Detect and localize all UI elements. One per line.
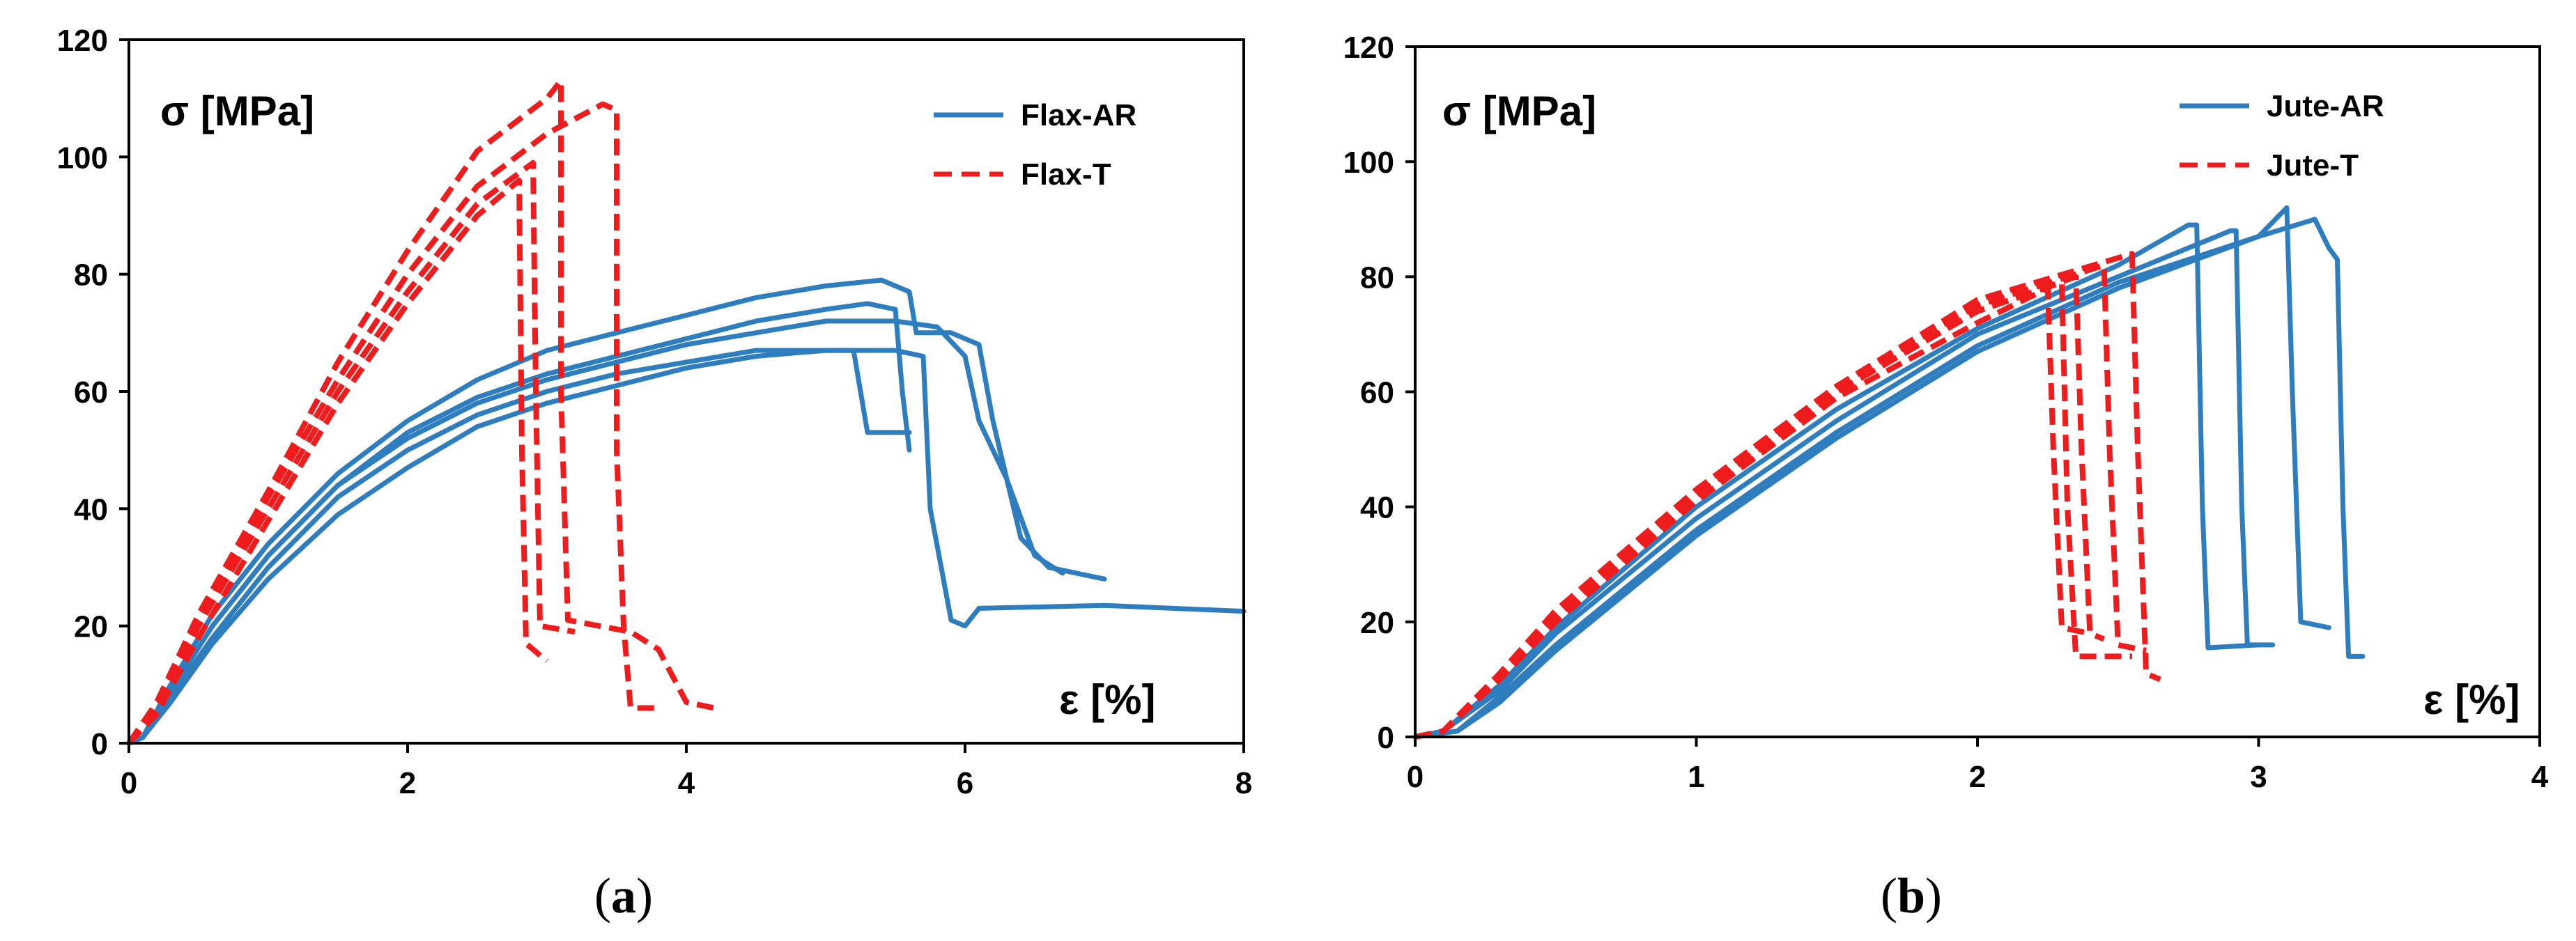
legend-label-flax-ar: Flax-AR <box>1021 98 1136 132</box>
x-tick-label: 1 <box>1688 760 1704 794</box>
x-tick-label: 2 <box>1969 760 1986 794</box>
series-line-jute-ar-4 <box>1412 217 2366 740</box>
panel-letter: a <box>611 868 636 924</box>
x-axis-title: ε [%] <box>1059 676 1155 723</box>
x-tick-label: 3 <box>2250 760 2267 794</box>
y-tick-label: 20 <box>1360 606 1394 640</box>
y-tick-label: 100 <box>1343 146 1394 180</box>
x-tick-label: 4 <box>678 766 695 800</box>
y-tick-label: 60 <box>1360 376 1394 410</box>
x-tick-label: 2 <box>399 766 416 800</box>
y-tick-label: 100 <box>57 141 108 175</box>
series-line-flax-t-9 <box>126 101 658 745</box>
plot-frame <box>128 38 1245 745</box>
y-axis-title: σ [MPa] <box>160 88 314 134</box>
series-line-jute-ar-2 <box>1412 228 2276 740</box>
flax-series-group <box>126 77 1247 746</box>
legend: Jute-AR Jute-T <box>2180 89 2384 182</box>
legend-label-jute-t: Jute-T <box>2267 148 2359 182</box>
legend-label-flax-t: Flax-T <box>1021 157 1111 192</box>
series-line-flax-ar-4 <box>126 277 1107 746</box>
y-tick-label: 120 <box>1343 31 1394 65</box>
y-tick-label: 20 <box>74 610 108 644</box>
x-tick-label: 8 <box>1235 766 1252 800</box>
x-axis-title: ε [%] <box>2423 676 2520 723</box>
series-line-flax-ar-3 <box>126 348 1247 746</box>
series-line-flax-ar-5 <box>126 318 1065 746</box>
plot-frame <box>1414 45 2541 738</box>
x-tick-label: 0 <box>121 766 137 800</box>
y-tick-label: 120 <box>57 24 108 58</box>
series-line-flax-ar-2 <box>126 348 912 746</box>
panel-label-a: (a) <box>594 868 653 924</box>
panel-prefix: ( <box>594 868 611 924</box>
y-axis-title: σ [MPa] <box>1442 88 1596 134</box>
y-tick-label: 60 <box>74 375 108 410</box>
panel-suffix: ) <box>636 868 653 924</box>
x-tick-label: 0 <box>1407 760 1424 794</box>
series-line-jute-ar-1 <box>1412 222 2261 740</box>
y-tick-label: 0 <box>91 727 108 761</box>
panel-label-b: (b) <box>1881 868 1942 924</box>
x-tick-label: 4 <box>2531 760 2549 794</box>
y-tick-label: 0 <box>1378 721 1394 755</box>
series-line-jute-ar-3 <box>1412 205 2331 740</box>
series-line-jute-t-9 <box>1414 279 2132 740</box>
y-tick-label: 40 <box>74 492 108 527</box>
panel-prefix: ( <box>1881 868 1897 924</box>
x-tick-label: 6 <box>957 766 973 800</box>
series-line-flax-ar-1 <box>126 301 912 746</box>
y-tick-label: 80 <box>1360 260 1394 295</box>
y-tick-label: 40 <box>1360 491 1394 525</box>
series-line-jute-t-8 <box>1414 251 2161 740</box>
legend: Flax-AR Flax-T <box>934 98 1136 192</box>
panel-suffix: ) <box>1925 868 1942 924</box>
legend-label-jute-ar: Jute-AR <box>2267 89 2384 123</box>
panel-letter: b <box>1897 868 1925 924</box>
y-tick-label: 80 <box>74 258 108 293</box>
jute-series-group <box>1412 205 2366 740</box>
